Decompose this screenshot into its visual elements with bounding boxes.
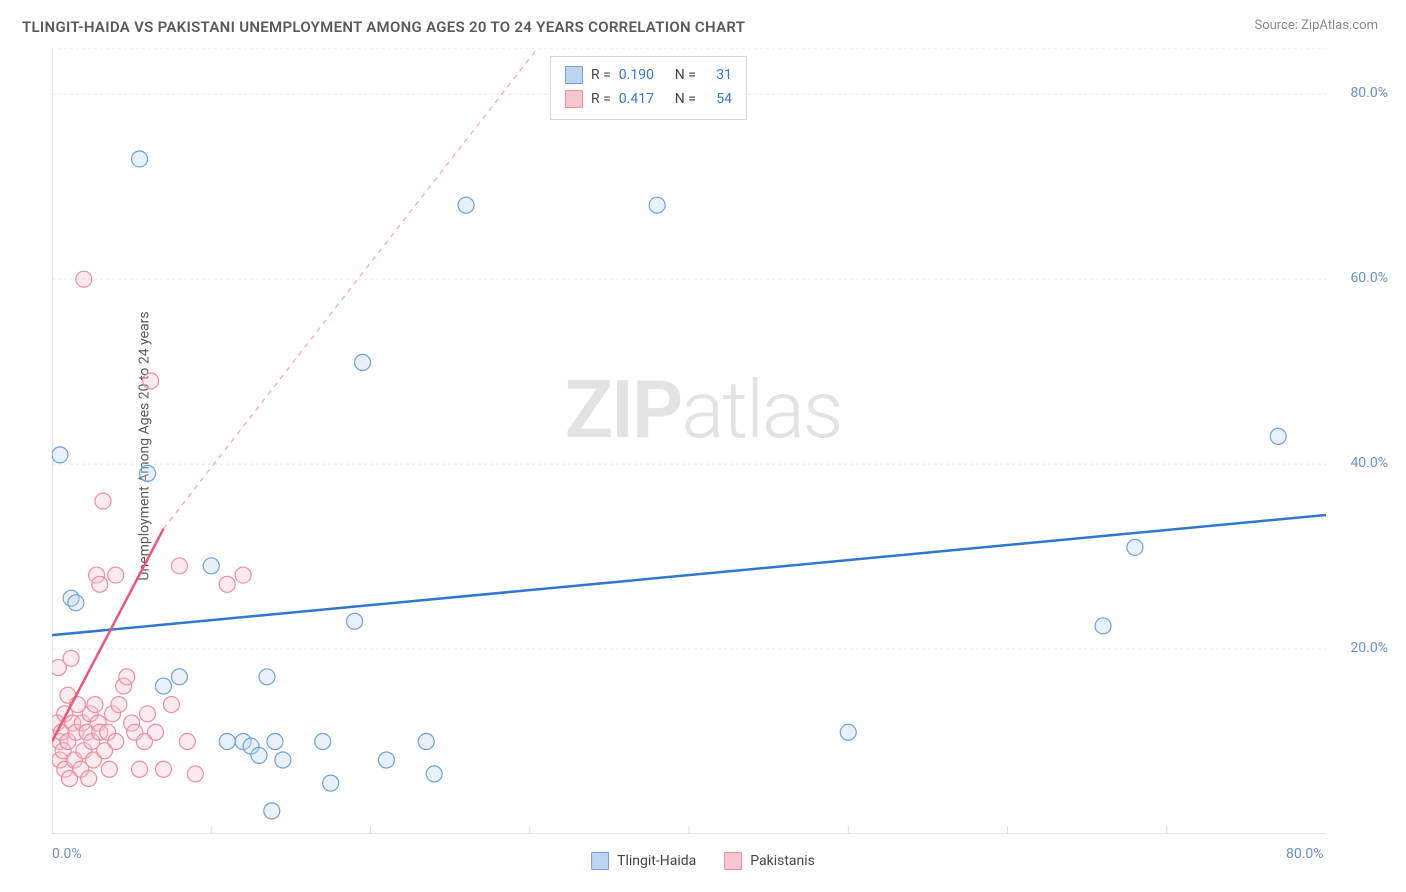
plot-area — [52, 48, 1326, 834]
data-point — [171, 669, 187, 685]
legend-swatch — [724, 852, 742, 870]
data-point — [132, 761, 148, 777]
x-tick-label: 80.0% — [1286, 846, 1324, 862]
legend-label: Pakistanis — [750, 853, 815, 869]
data-point — [259, 669, 275, 685]
data-point — [132, 151, 148, 167]
data-point — [219, 576, 235, 592]
data-point — [418, 734, 434, 750]
data-point — [649, 197, 665, 213]
stats-r-value: 0.417 — [619, 91, 667, 107]
data-point — [101, 761, 117, 777]
legend-label: Tlingit-Haida — [617, 853, 696, 869]
data-point — [148, 724, 164, 740]
data-point — [219, 734, 235, 750]
data-point — [1127, 539, 1143, 555]
data-point — [203, 558, 219, 574]
data-point — [163, 697, 179, 713]
data-point — [52, 447, 68, 463]
data-point — [323, 775, 339, 791]
y-tick-label: 40.0% — [1350, 455, 1388, 471]
data-point — [155, 761, 171, 777]
data-point — [264, 803, 280, 819]
legend-swatch — [591, 852, 609, 870]
chart-title: TLINGIT-HAIDA VS PAKISTANI UNEMPLOYMENT … — [22, 18, 745, 36]
data-point — [378, 752, 394, 768]
stats-row: R = 0.417 N = 54 — [565, 87, 732, 111]
data-point — [68, 595, 84, 611]
stats-r-label: R = — [591, 67, 611, 83]
data-point — [155, 678, 171, 694]
data-point — [179, 734, 195, 750]
y-tick-label: 80.0% — [1350, 85, 1388, 101]
data-point — [81, 771, 97, 787]
data-point — [426, 766, 442, 782]
data-point — [95, 493, 111, 509]
data-point — [275, 752, 291, 768]
stats-legend-box: R = 0.190 N = 31 R = 0.417 N = 54 — [550, 56, 747, 120]
data-point — [108, 567, 124, 583]
bottom-legend: Tlingit-Haida Pakistanis — [591, 852, 815, 870]
data-point — [251, 747, 267, 763]
stats-n-label: N = — [675, 91, 696, 107]
stats-row: R = 0.190 N = 31 — [565, 63, 732, 87]
data-point — [111, 697, 127, 713]
data-point — [840, 724, 856, 740]
data-point — [458, 197, 474, 213]
data-point — [92, 576, 108, 592]
data-point — [187, 766, 203, 782]
data-point — [119, 669, 135, 685]
x-tick-label: 0.0% — [52, 846, 82, 862]
data-point — [267, 734, 283, 750]
chart-container: TLINGIT-HAIDA VS PAKISTANI UNEMPLOYMENT … — [0, 0, 1406, 892]
legend-item: Tlingit-Haida — [591, 852, 696, 870]
stats-n-value: 54 — [704, 91, 732, 107]
data-point — [1270, 428, 1286, 444]
data-point — [315, 734, 331, 750]
scatter-plot-svg — [52, 48, 1326, 834]
stats-n-label: N = — [675, 67, 696, 83]
data-point — [1095, 618, 1111, 634]
stats-swatch — [565, 66, 583, 84]
trend-line-dash — [163, 48, 537, 529]
y-tick-label: 20.0% — [1350, 640, 1388, 656]
stats-r-value: 0.190 — [619, 67, 667, 83]
data-point — [63, 650, 79, 666]
data-point — [235, 567, 251, 583]
data-point — [108, 734, 124, 750]
y-tick-label: 60.0% — [1350, 270, 1388, 286]
source-attribution: Source: ZipAtlas.com — [1254, 18, 1378, 33]
data-point — [347, 613, 363, 629]
data-point — [76, 271, 92, 287]
data-point — [355, 354, 371, 370]
stats-swatch — [565, 90, 583, 108]
stats-n-value: 31 — [704, 67, 732, 83]
data-point — [87, 697, 103, 713]
stats-r-label: R = — [591, 91, 611, 107]
data-point — [171, 558, 187, 574]
legend-item: Pakistanis — [724, 852, 815, 870]
data-point — [143, 373, 159, 389]
data-point — [140, 706, 156, 722]
data-point — [140, 465, 156, 481]
